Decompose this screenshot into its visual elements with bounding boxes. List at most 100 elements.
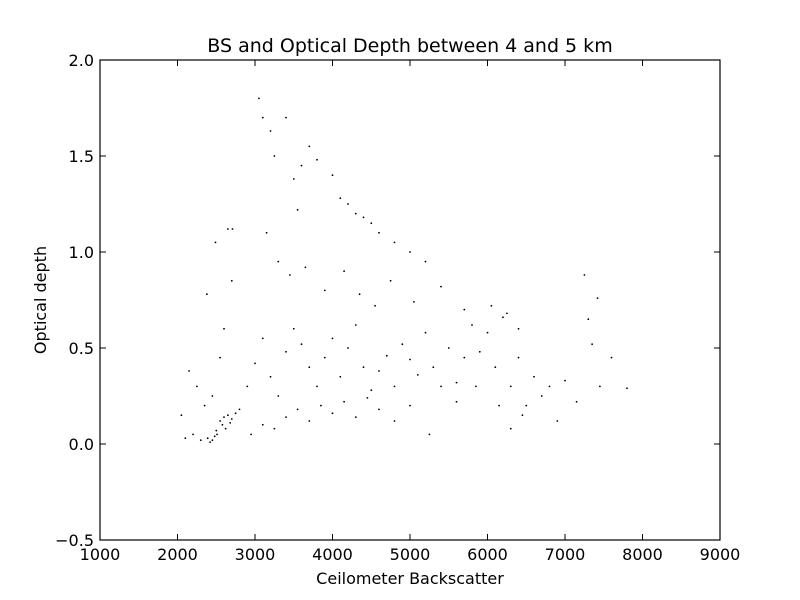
data-point bbox=[626, 387, 628, 390]
x-axis-label: Ceilometer Backscatter bbox=[316, 569, 504, 588]
data-point bbox=[277, 395, 280, 397]
data-point bbox=[339, 197, 342, 200]
data-point bbox=[401, 343, 404, 346]
x-tick-label: 3000 bbox=[235, 545, 276, 564]
chart-title: BS and Optical Depth between 4 and 5 km bbox=[207, 35, 612, 57]
data-point bbox=[502, 316, 504, 319]
data-point bbox=[385, 354, 388, 357]
data-point bbox=[269, 375, 272, 378]
data-point bbox=[223, 327, 225, 330]
data-point bbox=[211, 439, 214, 442]
data-point bbox=[343, 270, 345, 273]
y-tick-label: −0.5 bbox=[55, 531, 94, 550]
data-point bbox=[498, 404, 500, 407]
x-tick-label: 6000 bbox=[467, 545, 508, 564]
data-point bbox=[393, 385, 396, 388]
data-point bbox=[440, 285, 442, 288]
data-point bbox=[188, 370, 191, 372]
data-point bbox=[265, 231, 268, 234]
data-point bbox=[343, 400, 345, 403]
data-point bbox=[370, 222, 373, 225]
data-point bbox=[533, 375, 535, 378]
data-point bbox=[599, 385, 601, 388]
plot-frame bbox=[99, 59, 721, 541]
data-point bbox=[258, 97, 260, 100]
x-tick-label: 2000 bbox=[157, 545, 198, 564]
data-point bbox=[300, 343, 303, 346]
data-point bbox=[463, 356, 466, 359]
y-tick-label: 0.5 bbox=[69, 339, 94, 358]
data-point bbox=[463, 308, 466, 311]
data-point bbox=[374, 304, 376, 307]
data-point bbox=[196, 385, 198, 388]
data-point bbox=[370, 389, 373, 392]
data-point bbox=[214, 241, 217, 244]
data-point bbox=[525, 404, 528, 407]
data-point bbox=[362, 366, 365, 369]
data-point bbox=[378, 408, 380, 411]
x-axis-ticks: 1000 2000 3000 4000 5000 6000 7000 8000 9000 bbox=[80, 60, 741, 564]
data-point bbox=[216, 433, 218, 436]
x-tick-label: 7000 bbox=[545, 545, 586, 564]
data-point bbox=[254, 362, 256, 365]
data-point bbox=[308, 145, 311, 148]
data-point bbox=[273, 427, 276, 430]
data-point bbox=[447, 347, 450, 349]
data-point bbox=[490, 304, 493, 307]
data-point bbox=[285, 350, 287, 353]
data-point bbox=[424, 331, 427, 334]
data-point bbox=[521, 414, 524, 417]
data-point bbox=[213, 435, 216, 438]
x-tick-label: 1000 bbox=[80, 545, 121, 564]
data-point bbox=[548, 385, 551, 388]
data-point bbox=[393, 420, 396, 422]
data-point bbox=[230, 418, 233, 420]
data-point bbox=[203, 404, 206, 407]
data-point bbox=[192, 433, 194, 436]
data-points bbox=[180, 97, 628, 443]
data-point bbox=[285, 116, 287, 119]
data-point bbox=[219, 420, 222, 422]
x-tick-label: 9000 bbox=[700, 545, 741, 564]
data-point bbox=[596, 297, 599, 299]
data-point bbox=[230, 279, 233, 282]
x-tick-label: 4000 bbox=[312, 545, 353, 564]
data-point bbox=[296, 208, 299, 211]
data-point bbox=[424, 260, 427, 263]
data-point bbox=[277, 260, 280, 263]
data-point bbox=[261, 423, 264, 426]
data-point bbox=[269, 130, 272, 132]
data-point bbox=[486, 331, 489, 334]
data-point bbox=[393, 241, 396, 244]
y-tick-label: 1.0 bbox=[69, 243, 94, 262]
data-point bbox=[494, 366, 497, 369]
y-tick-label: 1.5 bbox=[69, 147, 94, 166]
data-point bbox=[221, 423, 224, 426]
data-point bbox=[409, 404, 411, 407]
data-point bbox=[432, 366, 435, 369]
data-point bbox=[347, 203, 349, 205]
data-point bbox=[478, 350, 481, 353]
data-point bbox=[471, 324, 473, 326]
data-point bbox=[304, 266, 307, 269]
data-point bbox=[238, 408, 241, 411]
data-point bbox=[506, 312, 508, 315]
data-point bbox=[339, 375, 342, 378]
data-point bbox=[575, 400, 578, 403]
data-point bbox=[246, 385, 249, 388]
data-point bbox=[184, 437, 187, 440]
data-point bbox=[556, 420, 559, 422]
data-point bbox=[308, 420, 311, 422]
data-point bbox=[409, 251, 411, 253]
data-point bbox=[231, 228, 234, 230]
data-point bbox=[308, 366, 311, 369]
data-point bbox=[331, 337, 334, 340]
data-point bbox=[227, 414, 229, 417]
data-point bbox=[583, 274, 586, 276]
data-point bbox=[209, 441, 212, 443]
data-point bbox=[227, 228, 229, 230]
data-point bbox=[428, 433, 431, 436]
data-point bbox=[219, 356, 222, 359]
y-axis-label: Optical depth bbox=[31, 246, 50, 354]
